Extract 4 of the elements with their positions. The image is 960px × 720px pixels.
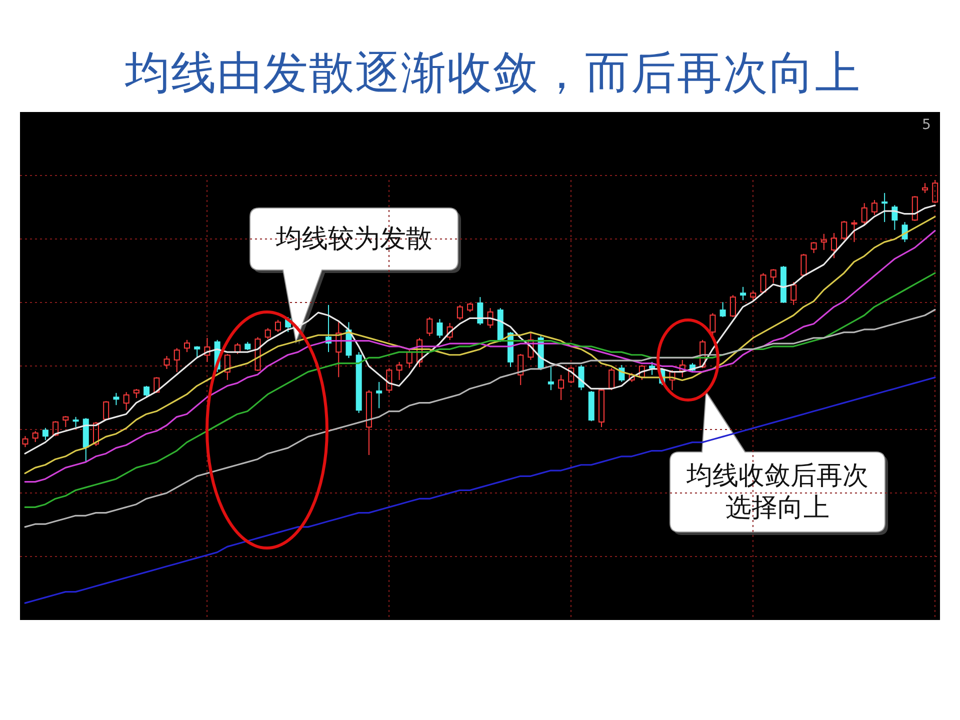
chart-title: 均线由发散逐渐收敛，而后再次向上: [125, 46, 861, 99]
text: 5: [922, 117, 931, 133]
annotation: 均线收敛后再次选择向上: [686, 460, 870, 524]
annotation: 均线较为发散: [276, 223, 432, 255]
